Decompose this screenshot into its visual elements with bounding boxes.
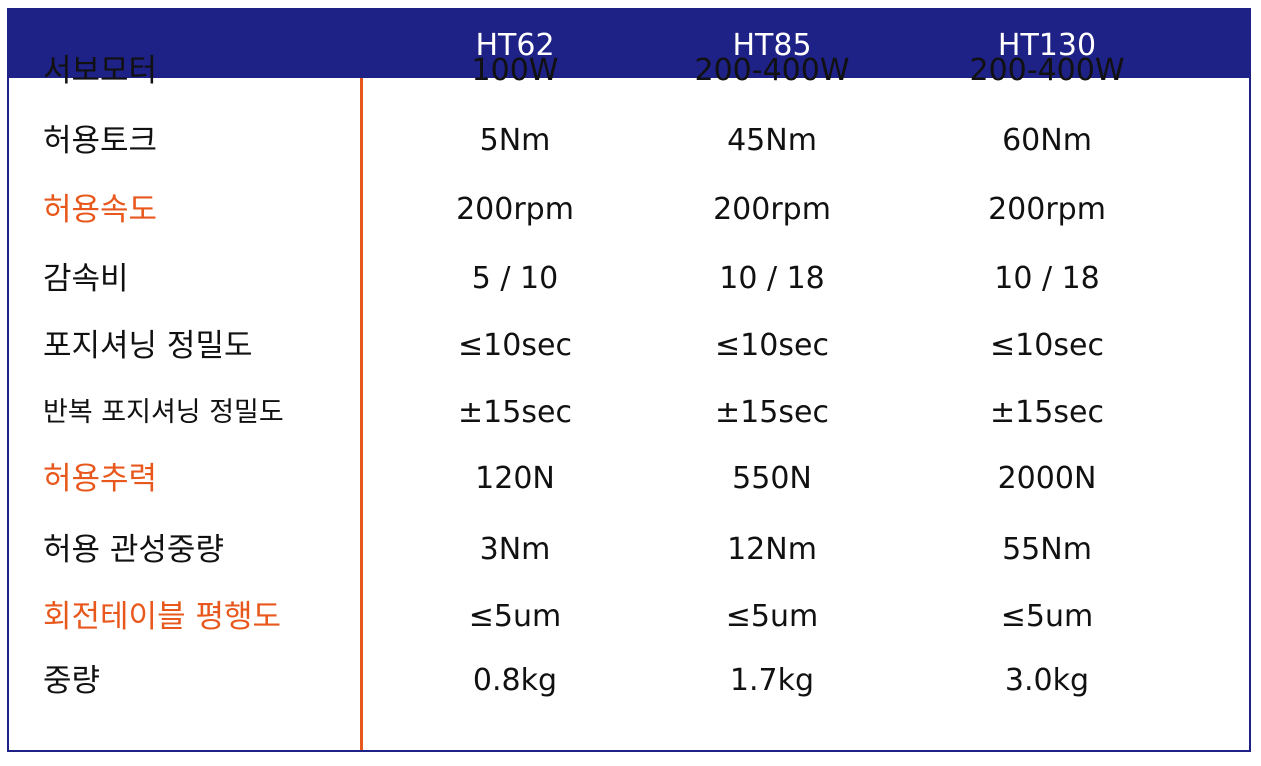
table-row: 반복 포지셔닝 정밀도 ±15sec ±15sec ±15sec xyxy=(9,379,1249,447)
table-row: 감속비 5 / 10 10 / 18 10 / 18 xyxy=(9,245,1249,313)
cell-ht62: ±15sec xyxy=(458,395,572,430)
table-row: 허용추력 120N 550N 2000N xyxy=(9,445,1249,513)
cell-ht62: 120N xyxy=(475,461,555,496)
cell-ht62: 3Nm xyxy=(479,532,551,567)
row-label: 중량 xyxy=(43,663,101,699)
table-row: 중량 0.8kg 1.7kg 3.0kg xyxy=(9,647,1249,715)
row-label: 허용추력 xyxy=(43,461,158,497)
cell-ht62: 100W xyxy=(471,53,559,88)
cell-ht85: 1.7kg xyxy=(729,663,815,698)
row-label: 허용 관성중량 xyxy=(43,532,224,568)
cell-ht62: 200rpm xyxy=(456,192,574,227)
table-row: 서보모터 100W 200-400W 200-400W xyxy=(9,37,1249,105)
cell-ht85: 550N xyxy=(732,461,812,496)
table-row: 회전테이블 평행도 ≤5um ≤5um ≤5um xyxy=(9,583,1249,651)
cell-ht130: ≤5um xyxy=(1000,599,1094,634)
cell-ht130: 10 / 18 xyxy=(994,261,1100,296)
table-row: 허용 관성중량 3Nm 12Nm 55Nm xyxy=(9,516,1249,584)
cell-ht130: 2000N xyxy=(997,461,1097,496)
cell-ht130: 200-400W xyxy=(969,53,1125,88)
cell-ht130: 200rpm xyxy=(988,192,1106,227)
cell-ht85: ≤10sec xyxy=(715,328,829,363)
row-label: 허용토크 xyxy=(43,123,158,159)
cell-ht62: ≤10sec xyxy=(458,328,572,363)
cell-ht85: 200-400W xyxy=(694,53,850,88)
row-label: 반복 포지셔닝 정밀도 xyxy=(43,397,284,428)
cell-ht130: 60Nm xyxy=(1002,123,1092,158)
cell-ht62: ≤5um xyxy=(468,599,562,634)
row-label: 서보모터 xyxy=(43,53,158,89)
cell-ht130: ±15sec xyxy=(990,395,1104,430)
column-header-ht85: HT85 xyxy=(732,28,812,63)
row-label: 회전테이블 평행도 xyxy=(43,599,282,635)
cell-ht62: 5Nm xyxy=(479,123,551,158)
column-header-ht62: HT62 xyxy=(475,28,555,63)
table-header: HT62 HT85 HT130 xyxy=(9,10,1249,78)
table-row: 포지셔닝 정밀도 ≤10sec ≤10sec ≤10sec xyxy=(9,312,1249,380)
cell-ht62: 0.8kg xyxy=(472,663,558,698)
cell-ht85: 10 / 18 xyxy=(719,261,825,296)
cell-ht130: 55Nm xyxy=(1002,532,1092,567)
row-label: 허용속도 xyxy=(43,192,158,228)
cell-ht85: 12Nm xyxy=(727,532,817,567)
row-label: 감속비 xyxy=(43,261,129,297)
column-header-ht130: HT130 xyxy=(997,28,1097,63)
cell-ht130: ≤10sec xyxy=(990,328,1104,363)
cell-ht85: 45Nm xyxy=(727,123,817,158)
cell-ht62: 5 / 10 xyxy=(471,261,559,296)
row-label: 포지셔닝 정밀도 xyxy=(43,328,253,364)
column-divider xyxy=(360,78,363,750)
table-row: 허용속도 200rpm 200rpm 200rpm xyxy=(9,176,1249,244)
cell-ht85: ≤5um xyxy=(725,599,819,634)
cell-ht130: 3.0kg xyxy=(1004,663,1090,698)
table-row: 허용토크 5Nm 45Nm 60Nm xyxy=(9,107,1249,175)
spec-table: HT62 HT85 HT130 서보모터 100W 200-400W 200-400W… xyxy=(7,8,1251,752)
cell-ht85: ±15sec xyxy=(715,395,829,430)
cell-ht85: 200rpm xyxy=(713,192,831,227)
